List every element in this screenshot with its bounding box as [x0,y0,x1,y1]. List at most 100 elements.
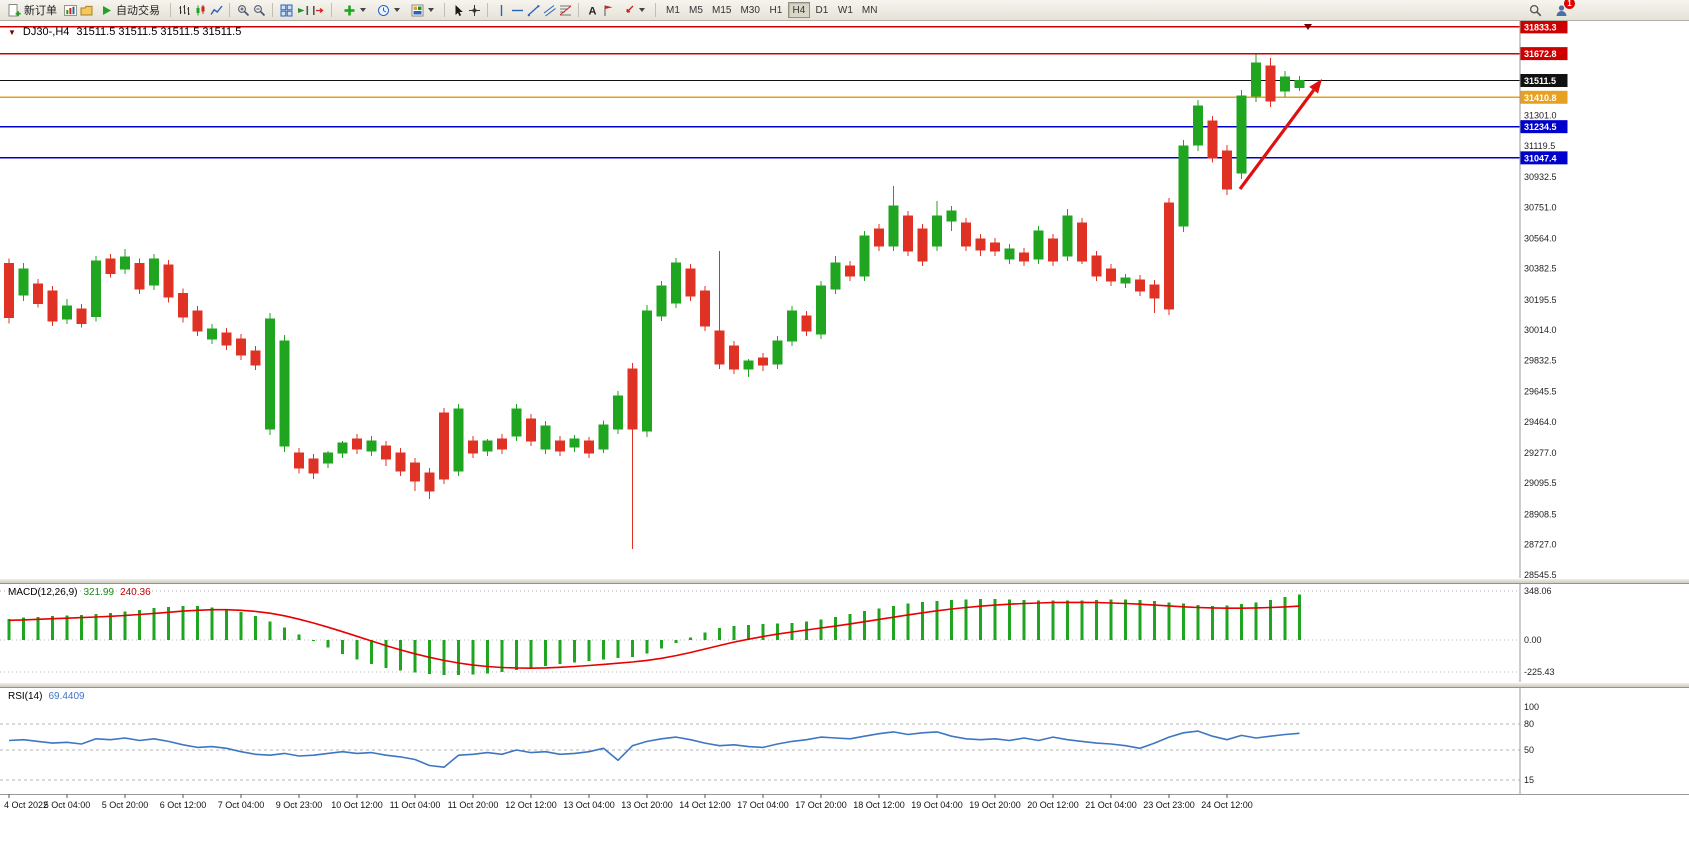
chart-shift-icon[interactable] [311,3,325,17]
rsi-name: RSI(14) [8,691,43,702]
time-label: 13 Oct 20:00 [621,800,673,810]
time-label: 13 Oct 04:00 [563,800,615,810]
crosshair-icon[interactable] [467,3,481,17]
timeframe-mn[interactable]: MN [858,2,882,18]
new-chart-icon[interactable] [63,3,77,17]
time-label: 11 Oct 04:00 [390,800,441,810]
timeframe-buttons: M1 M5 M15 M30 H1 H4 D1 W1 MN [662,2,881,18]
trendline-icon[interactable] [526,3,540,17]
time-axis[interactable]: 4 Oct 2022 5 Oct 04:00 5 Oct 20:00 6 Oct 12… [0,794,1689,814]
svg-text:0.00: 0.00 [1524,635,1542,645]
svg-text:-225.43: -225.43 [1524,667,1555,677]
new-order-button[interactable]: 新订单 [3,1,61,19]
toolbar-separator [578,3,579,17]
macd-panel[interactable]: 348.06 0.00 -225.43 MACD(12,26,9) 321.99 2… [0,584,1689,682]
timeframe-h4[interactable]: H4 [787,2,810,18]
timeframe-d1[interactable]: D1 [811,2,833,18]
rsi-panel[interactable]: 100 80 50 15 RSI(14) 69.4409 [0,688,1689,794]
svg-text:31234.5: 31234.5 [1524,122,1557,132]
symbol-marker-icon: ▼ [8,28,16,37]
channel-icon[interactable] [542,3,556,17]
timeframe-w1[interactable]: W1 [834,2,857,18]
chevron-down-icon [394,8,400,12]
svg-text:30382.5: 30382.5 [1524,264,1557,274]
vertical-line-icon[interactable] [494,3,508,17]
price-tag [1520,120,1568,134]
label-icon[interactable] [601,3,615,17]
price-axis-labels[interactable]: 31301.0 31119.5 30932.5 30751.0 30564.0 30382… [1520,21,1568,578]
timeframe-m5[interactable]: M5 [685,2,707,18]
toolbar-separator [331,3,332,17]
horizontal-level-lines[interactable] [0,26,1520,159]
toolbar-separator [487,3,488,17]
person-icon [1554,3,1568,17]
panel-separator[interactable] [0,578,1689,584]
time-label: 4 Oct 2022 [4,800,48,810]
text-icon[interactable]: A [585,3,599,17]
timeframe-m15[interactable]: M15 [708,2,735,18]
svg-text:31047.4: 31047.4 [1524,153,1557,163]
trend-arrow-annotation[interactable] [1238,79,1322,190]
templates-button[interactable] [406,1,438,19]
time-label: 17 Oct 04:00 [737,800,789,810]
tile-windows-icon[interactable] [279,3,293,17]
time-label: 6 Oct 12:00 [160,800,207,810]
time-label: 17 Oct 20:00 [795,800,847,810]
indicators-button[interactable] [338,1,370,19]
rsi-label: RSI(14) 69.4409 [8,691,85,702]
timeframe-m30[interactable]: M30 [736,2,763,18]
time-label: 24 Oct 12:00 [1201,800,1253,810]
macd-label: MACD(12,26,9) 321.99 240.36 [8,587,151,598]
svg-text:100: 100 [1524,702,1539,712]
zoom-out-icon[interactable] [252,3,266,17]
zoom-in-icon[interactable] [236,3,250,17]
scroll-end-marker-icon[interactable] [1304,24,1312,30]
chart-header: ▼ DJ30-,H4 31511.5 31511.5 31511.5 31511… [8,26,241,38]
svg-text:29277.0: 29277.0 [1524,448,1557,458]
periods-button[interactable] [372,1,404,19]
autotrading-button[interactable]: 自动交易 [95,1,164,19]
svg-text:30751.0: 30751.0 [1524,202,1557,212]
bar-chart-icon[interactable] [177,3,191,17]
svg-text:31301.0: 31301.0 [1524,111,1557,121]
macd-signal-line [8,601,1300,669]
macd-name: MACD(12,26,9) [8,587,78,598]
auto-scroll-icon[interactable] [295,3,309,17]
price-tag [1520,151,1568,165]
macd-signal-value: 240.36 [120,587,151,598]
timeframe-h1[interactable]: H1 [765,2,787,18]
time-label: 19 Oct 04:00 [911,800,963,810]
timeframe-m1[interactable]: M1 [662,2,684,18]
svg-text:30195.5: 30195.5 [1524,295,1557,305]
fibonacci-icon[interactable] [558,3,572,17]
candlestick-icon[interactable] [193,3,207,17]
toolbar-separator [229,3,230,17]
svg-text:28727.0: 28727.0 [1524,540,1557,550]
indicators-plus-icon [342,3,356,17]
autotrading-play-icon [99,3,113,17]
price-tag [1520,21,1568,34]
svg-text:29832.5: 29832.5 [1524,355,1557,365]
svg-text:A: A [588,5,596,17]
time-label: 5 Oct 04:00 [44,800,91,810]
panel-separator[interactable] [0,682,1689,688]
profiles-icon[interactable] [79,3,93,17]
search-icon[interactable] [1528,3,1542,17]
community-button[interactable]: 1 [1554,0,1575,17]
main-toolbar: 新订单 自动交易 [0,0,1689,21]
toolbar-separator [444,3,445,17]
time-label: 14 Oct 12:00 [679,800,731,810]
cursor-icon[interactable] [451,3,465,17]
new-order-label: 新订单 [24,5,57,17]
macd-histogram [7,594,1301,676]
price-chart-panel[interactable]: 31301.0 31119.5 30932.5 30751.0 30564.0 30382… [0,21,1689,578]
svg-text:29095.5: 29095.5 [1524,478,1557,488]
chevron-down-icon [639,8,645,12]
line-chart-icon[interactable] [209,3,223,17]
svg-text:30564.0: 30564.0 [1524,233,1557,243]
new-order-icon [7,3,21,17]
horizontal-line-icon[interactable] [510,3,524,17]
arrows-button[interactable] [617,1,649,19]
time-label: 10 Oct 12:00 [331,800,383,810]
time-label: 11 Oct 20:00 [448,800,499,810]
